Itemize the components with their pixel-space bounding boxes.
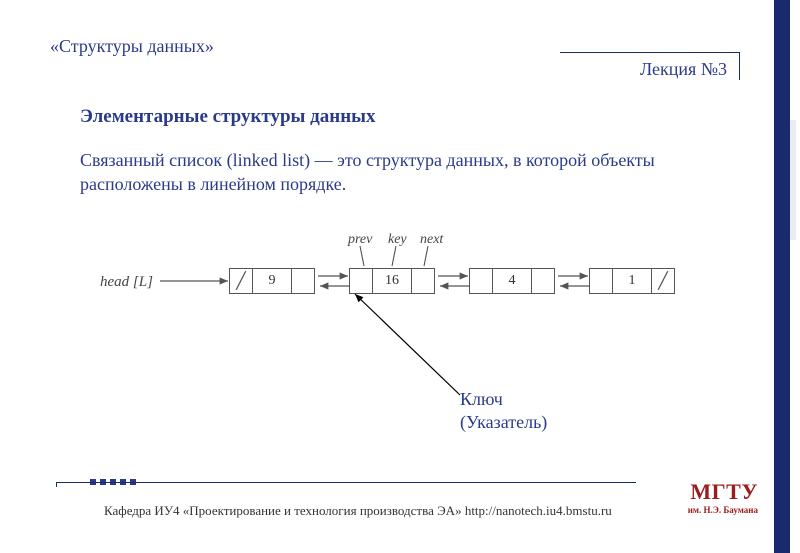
footer-text: Кафедра ИУ4 «Проектирование и технология…	[104, 503, 612, 519]
annotation-line2: (Указатель)	[460, 411, 547, 434]
slide-paragraph: Связанный список (linked list) — это стр…	[80, 148, 720, 197]
label-ticks	[350, 246, 450, 268]
lecture-number-box: Лекция №3	[560, 52, 740, 80]
right-accent-light	[790, 120, 796, 240]
lecture-label: Лекция №3	[640, 59, 727, 79]
course-title: «Структуры данных»	[50, 36, 214, 57]
brand-sub: им. Н.Э. Баумана	[688, 505, 758, 515]
slide-heading: Элементарные структуры данных	[80, 106, 375, 128]
key-annotation: Ключ (Указатель)	[460, 388, 547, 435]
brand-block: МГТУ им. Н.Э. Баумана	[688, 479, 758, 515]
footer-rule	[56, 482, 636, 487]
annotation-line1: Ключ	[460, 388, 547, 411]
right-accent-bar	[774, 0, 790, 553]
brand-main: МГТУ	[688, 479, 758, 505]
